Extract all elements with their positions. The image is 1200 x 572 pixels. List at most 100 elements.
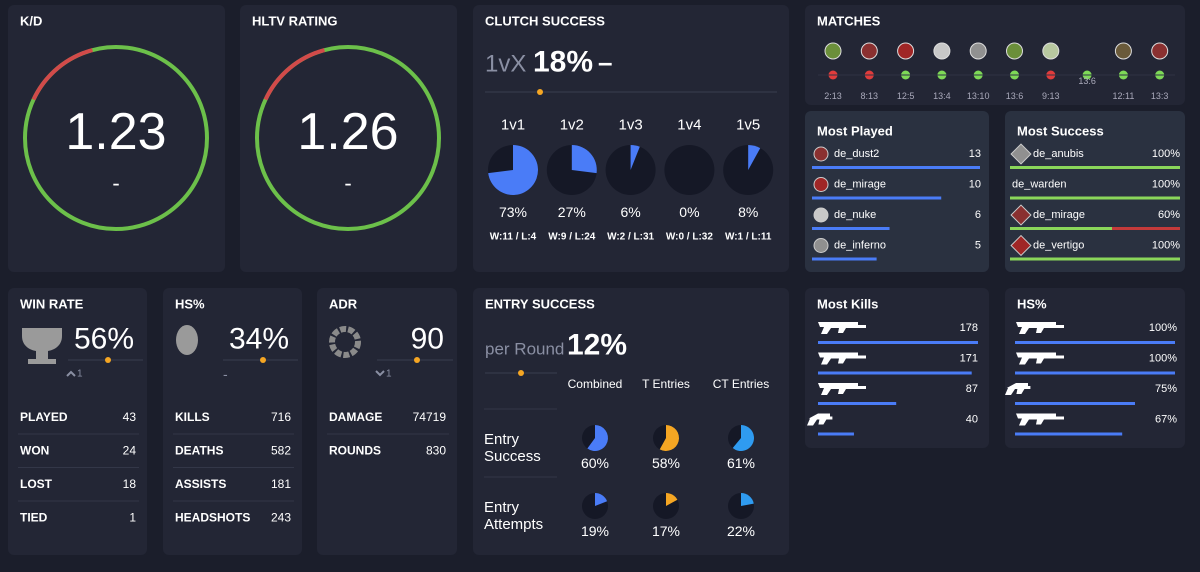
stat-label: ROUNDS [329, 444, 381, 458]
map-name: de_mirage [834, 179, 886, 191]
stat-label: WON [20, 444, 49, 458]
map-name: de_warden [1012, 179, 1066, 191]
trophy-icon [22, 328, 62, 364]
stat-value: 90 [411, 323, 444, 356]
entry-pct: 19% [581, 523, 609, 539]
stat-number: 181 [271, 477, 291, 491]
hs-bar [1015, 371, 1175, 375]
card-title: ADR [329, 297, 358, 312]
map-icon [1010, 234, 1032, 257]
weapon-icon [818, 322, 866, 334]
match-score: 13:6 [1006, 91, 1024, 101]
hs-bar [1015, 402, 1135, 405]
map-badge [1114, 42, 1132, 60]
pie-slice [587, 425, 609, 452]
pie-slice [571, 145, 597, 174]
hs-pct: 67% [1155, 414, 1177, 426]
clutch-pct: 6% [620, 204, 640, 220]
pie-slice [748, 145, 761, 170]
match-score: 13:6 [1078, 76, 1096, 86]
hs-pct: 75% [1155, 383, 1177, 395]
clutch-pct: 8% [738, 204, 758, 220]
card-title: Most Kills [817, 297, 878, 312]
pie-slice [630, 145, 640, 170]
card-title: WIN RATE [20, 297, 84, 312]
stat-number: 74719 [413, 410, 447, 424]
pie-slice [595, 493, 608, 506]
clutch-pct: 27% [558, 204, 586, 220]
count-bar [812, 166, 980, 169]
stat-number: 18 [123, 477, 137, 491]
weapon-icon [1016, 322, 1064, 334]
match-list: 2:13 8:13 12:5 13:4 13:10 13:6 9:13 13:6 12:11 13… [824, 42, 1169, 101]
prefix: per Round [485, 340, 564, 359]
weapon-icon [818, 352, 866, 365]
map-count: 10 [969, 179, 981, 191]
stat-value: 1.26 [297, 103, 398, 161]
kill-count: 171 [960, 353, 978, 365]
map-name: de_mirage [1033, 209, 1085, 221]
map-count: 13 [969, 148, 981, 160]
hs-bar [1015, 432, 1123, 436]
slider-dot [414, 357, 420, 363]
slider-dot [518, 370, 524, 376]
map-rate: 100% [1152, 179, 1180, 191]
clutch-label: 1v3 [619, 117, 643, 134]
entry-pct: 22% [727, 523, 755, 539]
headline-value: 12% [567, 329, 627, 362]
clutch-label: 1v5 [736, 117, 760, 134]
kill-bar [818, 402, 897, 405]
stat-label: HEADSHOTS [175, 511, 250, 525]
stat-change: - [344, 171, 351, 196]
stat-label: LOST [20, 477, 53, 491]
stat-number: 43 [123, 410, 137, 424]
kill-count: 87 [966, 383, 978, 395]
clutch-pct: 0% [679, 204, 699, 220]
map-badge [860, 42, 878, 60]
map-icon [813, 238, 829, 253]
match-score: 13:10 [967, 91, 990, 101]
change-arrow [66, 370, 76, 377]
clutch-label: 1v4 [677, 117, 701, 134]
map-rate: 60% [1158, 209, 1180, 221]
stat-label: ASSISTS [175, 477, 226, 491]
card [805, 288, 989, 448]
weapon-icon [1016, 413, 1064, 426]
weapon-icon [818, 383, 866, 395]
stat-label: KILLS [175, 410, 210, 424]
map-name: de_dust2 [834, 148, 879, 160]
column-header: Combined [568, 377, 623, 391]
slider-dot [105, 357, 111, 363]
map-badge [933, 42, 951, 60]
stat-label: TIED [20, 511, 48, 525]
rate-bar [1010, 257, 1180, 261]
stat-number: 243 [271, 511, 291, 525]
column-header: T Entries [642, 377, 690, 391]
card-title: K/D [20, 14, 42, 29]
stat-label: PLAYED [20, 410, 68, 424]
stat-change: 1 [77, 369, 83, 380]
clutch-label: 1v1 [501, 117, 525, 134]
map-icon [1010, 204, 1032, 226]
hs-bar [1015, 341, 1175, 344]
map-badge [1006, 42, 1023, 60]
entry-pct: 17% [652, 523, 680, 539]
map-icon [813, 207, 829, 223]
stat-number: 24 [123, 444, 137, 458]
stat-change: - [223, 366, 228, 382]
kill-count: 178 [960, 322, 978, 334]
kill-bar [818, 371, 972, 375]
headline-change: – [598, 47, 612, 77]
pie-slice [666, 493, 678, 506]
stat-value: 1.23 [65, 103, 166, 161]
entry-pct: 58% [652, 455, 680, 471]
pie-slice [488, 145, 538, 195]
stat-number: 1 [129, 511, 136, 525]
card [805, 111, 989, 272]
clutch-record: W:2 / L:31 [607, 232, 654, 243]
stat-value: 56% [74, 323, 134, 356]
map-badge [1151, 42, 1169, 60]
clutch-label: 1v2 [560, 117, 584, 134]
ring-accent [31, 48, 93, 101]
